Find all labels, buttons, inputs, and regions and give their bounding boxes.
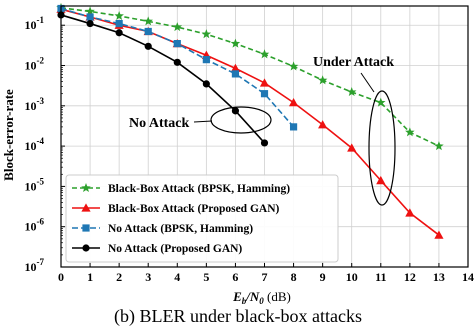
data-point: [346, 87, 357, 97]
no-attack-pointer: [193, 120, 213, 123]
data-point: [86, 13, 94, 21]
y-axis-label: Block-error-rate: [1, 89, 16, 181]
x-tick-label: 9: [320, 270, 326, 284]
data-point: [202, 56, 210, 64]
legend: Black-Box Attack (BPSK, Hamming) Black-Bo…: [65, 174, 339, 263]
data-point: [144, 42, 152, 50]
data-point: [231, 107, 240, 115]
data-point: [318, 120, 328, 129]
data-point: [405, 127, 415, 137]
x-tick-label: 2: [116, 270, 122, 284]
data-point: [376, 175, 386, 185]
data-point: [173, 39, 181, 48]
x-tick-label: 12: [404, 270, 416, 284]
data-point: [202, 80, 210, 88]
x-label-unit: (dB): [264, 289, 291, 304]
data-point: [115, 19, 123, 28]
y-tick-label: 10-5: [25, 176, 45, 193]
x-tick-label: 0: [58, 270, 64, 284]
data-point: [259, 49, 270, 59]
y-tick-label: 10-2: [25, 56, 45, 73]
data-point: [260, 90, 269, 98]
data-point: [259, 78, 270, 87]
data-point: [405, 208, 415, 217]
annotation-no-attack: No Attack: [129, 116, 189, 131]
data-point: [144, 27, 152, 36]
x-tick-label: 1: [87, 270, 93, 284]
data-point: [115, 29, 123, 37]
legend-marker: [82, 224, 90, 232]
data-point: [317, 75, 328, 85]
legend-marker: [81, 203, 91, 212]
legend-label: No Attack (BPSK, Hamming): [108, 223, 253, 235]
annotation-under-attack: Under Attack: [313, 55, 394, 70]
x-tick-label: 5: [203, 270, 209, 284]
x-tick-label: 3: [145, 270, 151, 284]
y-tick-label: 10-4: [25, 136, 45, 153]
series-line: [60, 14, 266, 144]
legend-marker: [81, 183, 91, 193]
legend-marker: [82, 244, 90, 252]
data-point: [260, 139, 269, 147]
legend-label: Black-Box Attack (BPSK, Hamming): [108, 183, 290, 195]
data-point: [434, 141, 444, 151]
series-line: [60, 8, 440, 236]
y-tick-label: 10-6: [25, 217, 45, 234]
data-point: [85, 6, 95, 16]
y-tick-label: 10-3: [25, 96, 45, 113]
x-tick-label: 13: [433, 270, 445, 284]
data-point: [230, 63, 241, 73]
x-tick-label: 6: [232, 270, 238, 284]
no-attack-ellipse: [210, 106, 272, 134]
x-tick-label: 7: [262, 270, 268, 284]
series-0: [56, 2, 444, 151]
x-tick-label: 4: [174, 270, 180, 284]
y-tick-label: 10-1: [25, 15, 45, 32]
x-tick-label: 10: [346, 270, 358, 284]
x-tick-label: 14: [462, 270, 474, 284]
annotations: Under Attack No Attack: [129, 55, 396, 206]
x-axis-label: Eb/N0 (dB): [232, 289, 291, 306]
x-label-sub-b: b: [242, 296, 247, 306]
y-tick-label: 10-7: [25, 257, 45, 274]
figure-caption: (b) BLER under black-box attacks: [114, 306, 362, 326]
data-point: [347, 143, 357, 152]
data-point: [201, 29, 212, 39]
x-tick-label: 11: [375, 270, 386, 284]
x-label-sub-0: 0: [259, 296, 264, 306]
tick-labels: 0 1 2 3 4 5 6 7 8 9 10 11 12 13 1410-710-610-510-410-3…: [25, 15, 475, 284]
under-attack-ellipse: [368, 90, 396, 206]
x-tick-label: 8: [291, 270, 297, 284]
under-attack-pointer: [360, 72, 375, 93]
data-point: [434, 230, 444, 239]
data-point: [288, 98, 299, 107]
legend-box: [65, 174, 339, 263]
legend-label: Black-Box Attack (Proposed GAN): [108, 203, 279, 215]
data-point: [289, 123, 298, 131]
data-point: [173, 58, 181, 66]
x-label-n: /N: [245, 289, 260, 304]
data-point: [288, 61, 299, 71]
series-line: [60, 7, 440, 147]
series-layer: [56, 2, 444, 239]
data-point: [230, 38, 241, 48]
data-point: [376, 97, 386, 107]
x-label-e: E: [232, 289, 242, 304]
legend-label: No Attack (Proposed GAN): [108, 243, 242, 255]
data-point: [143, 16, 153, 26]
data-point: [114, 10, 124, 20]
data-point: [86, 19, 94, 28]
axes: [60, 5, 469, 268]
data-point: [172, 22, 183, 32]
data-point: [231, 70, 240, 78]
